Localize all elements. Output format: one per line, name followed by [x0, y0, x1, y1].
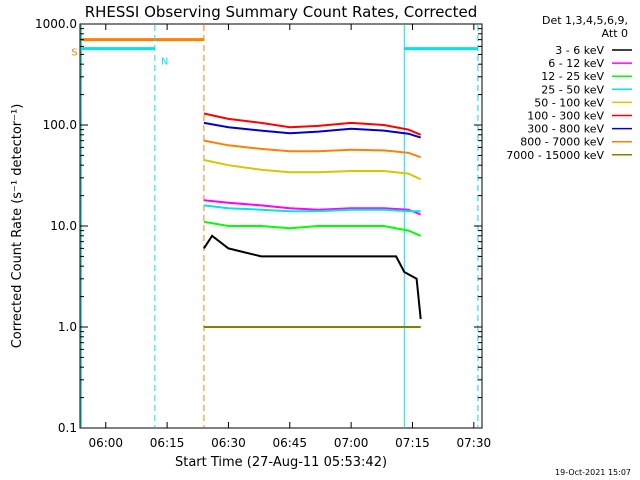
legend-label-12-25-kev: 12 - 25 keV: [541, 70, 604, 83]
legend-header-line-1: Det 1,3,4,5,6,9,: [542, 14, 628, 27]
x-tick-label-06-30: 06:30: [211, 436, 246, 450]
chart-title: RHESSI Observing Summary Count Rates, Co…: [85, 3, 478, 21]
legend-label-800-7000-kev: 800 - 7000 keV: [520, 136, 604, 149]
y-axis-label: Corrected Count Rate (s⁻¹ detector⁻¹): [10, 104, 25, 349]
y-tick-label-0-1: 0.1: [58, 421, 77, 435]
y-tick-label-100-0: 100.0: [43, 118, 77, 132]
x-axis-label: Start Time (27-Aug-11 05:53:42): [175, 455, 387, 470]
flags-layer: SN: [71, 25, 479, 427]
ticks-layer: 06:00 06:15 06:30 06:45 07:00 07:15 07:30 0.1 1.…: [35, 17, 491, 450]
y-tick-label-1-0: 1.0: [58, 320, 77, 334]
series-line-300-800-kev: [203, 121, 422, 139]
series-line-100-300-kev: [203, 112, 422, 136]
flag-label-n: N: [161, 57, 168, 68]
legend-label-50-100-kev: 50 - 100 keV: [534, 96, 604, 109]
legend-label-6-12-kev: 6 - 12 keV: [548, 57, 604, 70]
plot-frame: [79, 23, 483, 429]
legend-label-100-300-kev: 100 - 300 keV: [527, 110, 604, 123]
y-tick-label-1000-0: 1000.0: [35, 17, 77, 31]
series-line-800-7000-kev: [203, 139, 422, 159]
x-tick-label-07-15: 07:15: [395, 436, 430, 450]
series-line-12-25-kev: [203, 220, 422, 237]
series-line-6-12-kev: [203, 199, 422, 216]
x-tick-label-06-45: 06:45: [272, 436, 307, 450]
x-tick-label-06-00: 06:00: [88, 436, 123, 450]
flag-label-s: S: [71, 48, 77, 59]
series-layer: [203, 112, 422, 328]
legend-label-300-800-kev: 300 - 800 keV: [527, 123, 604, 136]
x-tick-label-07-00: 07:00: [334, 436, 369, 450]
series-line-3-6-kev: [203, 234, 422, 320]
legend-label-3-6-kev: 3 - 6 keV: [555, 44, 604, 57]
y-tick-label-10-0: 10.0: [50, 219, 77, 233]
x-tick-label-07-30: 07:30: [457, 436, 492, 450]
timestamp: 19-Oct-2021 15:07: [555, 468, 631, 477]
series-line-25-50-kev: [203, 204, 421, 213]
legend-label-7000-15000-kev: 7000 - 15000 keV: [506, 149, 604, 162]
legend-header-line-2: Att 0: [602, 27, 628, 40]
legend-label-25-50-kev: 25 - 50 keV: [541, 83, 604, 96]
series-line-50-100-kev: [203, 159, 422, 181]
x-tick-label-06-15: 06:15: [150, 436, 185, 450]
